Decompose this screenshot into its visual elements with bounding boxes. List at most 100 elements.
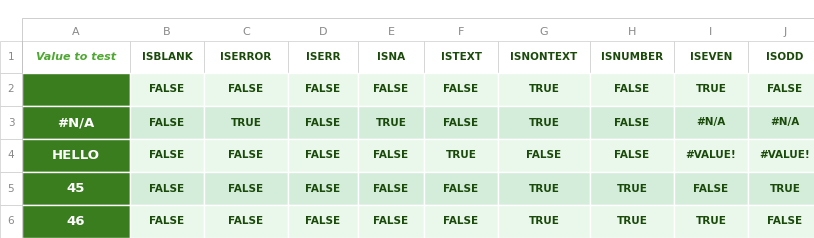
Bar	[590, 41, 674, 73]
Bar	[0, 172, 22, 205]
Text: ISODD: ISODD	[766, 52, 803, 62]
Text: FALSE: FALSE	[150, 183, 185, 193]
Bar	[0, 205, 22, 238]
Bar	[590, 205, 674, 238]
Bar	[22, 139, 130, 172]
Text: 3: 3	[7, 118, 15, 128]
Text: ISEVEN: ISEVEN	[689, 52, 732, 62]
Bar	[358, 172, 424, 205]
Text: FALSE: FALSE	[229, 183, 264, 193]
Text: FALSE: FALSE	[374, 217, 409, 227]
Bar	[0, 23, 130, 41]
Text: TRUE: TRUE	[528, 84, 559, 94]
Text: ISNA: ISNA	[377, 52, 405, 62]
Bar	[590, 106, 674, 139]
Bar	[204, 205, 288, 238]
Bar	[748, 106, 814, 139]
Text: FALSE: FALSE	[768, 84, 803, 94]
Text: B: B	[163, 27, 171, 37]
Text: #N/A: #N/A	[696, 118, 725, 128]
Text: FALSE: FALSE	[305, 217, 340, 227]
Text: FALSE: FALSE	[305, 84, 340, 94]
Bar	[498, 73, 590, 106]
Text: FALSE: FALSE	[615, 84, 650, 94]
Text: FALSE: FALSE	[444, 217, 479, 227]
Bar	[358, 23, 424, 41]
Text: TRUE: TRUE	[769, 183, 800, 193]
Text: ISERROR: ISERROR	[221, 52, 272, 62]
Bar	[22, 172, 130, 205]
Bar	[590, 73, 674, 106]
Text: FALSE: FALSE	[444, 84, 479, 94]
Bar	[498, 106, 590, 139]
Bar	[674, 106, 748, 139]
Bar	[424, 139, 498, 172]
Bar	[204, 172, 288, 205]
Bar	[424, 106, 498, 139]
Text: FALSE: FALSE	[229, 217, 264, 227]
Text: ISERR: ISERR	[306, 52, 340, 62]
Text: F: F	[457, 27, 464, 37]
Text: TRUE: TRUE	[528, 217, 559, 227]
Bar	[424, 172, 498, 205]
Bar	[748, 73, 814, 106]
Bar	[288, 205, 358, 238]
Text: 1: 1	[7, 52, 15, 62]
Bar	[204, 41, 288, 73]
Bar	[0, 73, 22, 106]
Text: TRUE: TRUE	[230, 118, 261, 128]
Bar	[424, 73, 498, 106]
Bar	[0, 106, 22, 139]
Text: G: G	[540, 27, 549, 37]
Bar	[130, 205, 204, 238]
Text: FALSE: FALSE	[150, 84, 185, 94]
Text: TRUE: TRUE	[695, 217, 726, 227]
Text: TRUE: TRUE	[528, 118, 559, 128]
Text: FALSE: FALSE	[305, 150, 340, 160]
Bar	[358, 73, 424, 106]
Text: 45: 45	[67, 182, 85, 195]
Text: ISNUMBER: ISNUMBER	[601, 52, 663, 62]
Bar	[674, 172, 748, 205]
Text: ISNONTEXT: ISNONTEXT	[510, 52, 578, 62]
Text: ISBLANK: ISBLANK	[142, 52, 192, 62]
Bar	[288, 23, 358, 41]
Text: FALSE: FALSE	[694, 183, 729, 193]
Text: #N/A: #N/A	[57, 116, 94, 129]
Bar	[674, 23, 748, 41]
Text: TRUE: TRUE	[616, 183, 647, 193]
Bar	[130, 23, 204, 41]
Bar	[22, 106, 130, 139]
Bar	[288, 73, 358, 106]
Bar	[424, 205, 498, 238]
Bar	[498, 172, 590, 205]
Bar	[130, 172, 204, 205]
Bar	[590, 172, 674, 205]
Bar	[674, 139, 748, 172]
Text: H: H	[628, 27, 637, 37]
Text: FALSE: FALSE	[615, 118, 650, 128]
Text: 5: 5	[7, 183, 15, 193]
Text: E: E	[387, 27, 395, 37]
Bar	[130, 73, 204, 106]
Text: ISTEXT: ISTEXT	[440, 52, 482, 62]
Bar	[674, 205, 748, 238]
Text: #VALUE!: #VALUE!	[759, 150, 811, 160]
Bar	[22, 41, 130, 73]
Text: FALSE: FALSE	[374, 183, 409, 193]
Text: #N/A: #N/A	[770, 118, 799, 128]
Bar	[358, 205, 424, 238]
Text: FALSE: FALSE	[527, 150, 562, 160]
Bar	[590, 139, 674, 172]
Text: D: D	[319, 27, 327, 37]
Text: FALSE: FALSE	[374, 84, 409, 94]
Text: FALSE: FALSE	[615, 150, 650, 160]
Bar	[288, 41, 358, 73]
Text: C: C	[242, 27, 250, 37]
Bar	[204, 73, 288, 106]
Bar	[130, 106, 204, 139]
Text: 4: 4	[7, 150, 15, 160]
Text: FALSE: FALSE	[305, 183, 340, 193]
Bar	[674, 73, 748, 106]
Text: FALSE: FALSE	[150, 118, 185, 128]
